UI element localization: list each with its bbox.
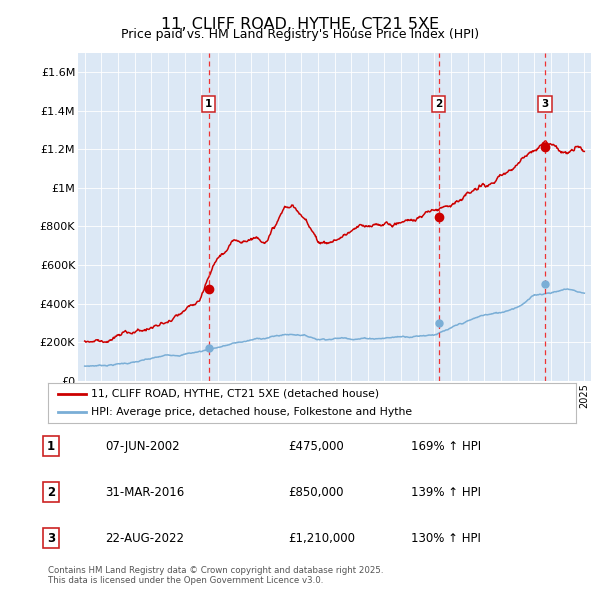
Text: 2: 2 [435, 99, 442, 109]
Text: 22-AUG-2022: 22-AUG-2022 [105, 532, 184, 545]
Text: 11, CLIFF ROAD, HYTHE, CT21 5XE: 11, CLIFF ROAD, HYTHE, CT21 5XE [161, 17, 439, 31]
Text: HPI: Average price, detached house, Folkestone and Hythe: HPI: Average price, detached house, Folk… [91, 407, 412, 417]
Text: 139% ↑ HPI: 139% ↑ HPI [411, 486, 481, 499]
Text: 3: 3 [541, 99, 548, 109]
Text: 11, CLIFF ROAD, HYTHE, CT21 5XE (detached house): 11, CLIFF ROAD, HYTHE, CT21 5XE (detache… [91, 389, 379, 399]
Text: 1: 1 [205, 99, 212, 109]
Text: £850,000: £850,000 [288, 486, 343, 499]
Text: Contains HM Land Registry data © Crown copyright and database right 2025.
This d: Contains HM Land Registry data © Crown c… [48, 566, 383, 585]
Text: £475,000: £475,000 [288, 440, 344, 453]
Text: 07-JUN-2002: 07-JUN-2002 [105, 440, 179, 453]
Text: 31-MAR-2016: 31-MAR-2016 [105, 486, 184, 499]
Text: 130% ↑ HPI: 130% ↑ HPI [411, 532, 481, 545]
Text: 169% ↑ HPI: 169% ↑ HPI [411, 440, 481, 453]
Text: 1: 1 [47, 440, 55, 453]
Text: Price paid vs. HM Land Registry's House Price Index (HPI): Price paid vs. HM Land Registry's House … [121, 28, 479, 41]
Text: 2: 2 [47, 486, 55, 499]
Text: £1,210,000: £1,210,000 [288, 532, 355, 545]
Text: 3: 3 [47, 532, 55, 545]
